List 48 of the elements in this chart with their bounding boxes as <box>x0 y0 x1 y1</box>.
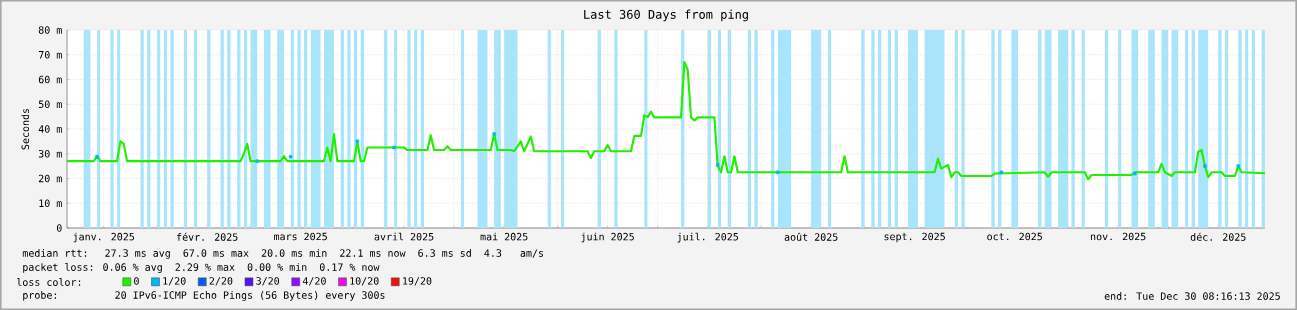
point <box>715 163 720 167</box>
point <box>776 170 780 175</box>
text: end: Tue Dec 30 08:16:13 2025 <box>1104 292 1280 300</box>
point <box>95 154 99 159</box>
legend-label: 1/20 <box>163 277 186 286</box>
text: probe: 20 IPv6-ICMP Echo Pings (56 Bytes) every 300s <box>23 291 385 301</box>
y-tick-label: 40 m <box>38 125 62 133</box>
point <box>255 159 259 163</box>
point <box>1133 171 1137 176</box>
x-tick-label: mai 2025 <box>480 232 528 241</box>
x-tick-label: oct. 2025 <box>987 232 1043 241</box>
point <box>392 145 396 150</box>
chart-title: Last 360 Days from ping <box>584 9 748 22</box>
x-tick-label: nov. 2025 <box>1091 232 1146 241</box>
legend-label: 0 <box>134 277 139 285</box>
legend-label: 10/20 <box>350 277 379 286</box>
point <box>1203 164 1207 168</box>
text: median rtt: 27.3 ms avg 67.0 ms max 20.0 ms min 22.1 ms now 6.3 ms sd 4.3 am/s <box>22 249 544 259</box>
point <box>288 154 293 159</box>
x-tick-label: août 2025 <box>784 232 838 241</box>
y-tick-label: 70 m <box>38 50 62 59</box>
y-axis-title: Seconds <box>21 108 30 150</box>
point <box>355 139 360 144</box>
x-tick-label: juil. 2025 <box>677 232 739 243</box>
legend-label: 4/20 <box>302 277 326 286</box>
legend-label: 3/20 <box>256 277 280 286</box>
y-tick-label: 60 m <box>38 75 62 84</box>
x-tick-label: janv. 2025 <box>73 232 135 243</box>
point <box>492 132 496 136</box>
x-tick-label: mars 2025 <box>274 232 327 241</box>
x-tick-label: juin 2025 <box>581 232 634 243</box>
text: packet loss: 0.06 % avg 2.29 % max 0.00 % min 0.17 % now <box>23 263 380 273</box>
legend-title: loss color: <box>17 278 81 286</box>
point <box>1236 164 1241 168</box>
y-tick-label: 0 <box>56 224 62 232</box>
y-tick-label: 80 m <box>38 26 62 34</box>
legend-label: 19/20 <box>403 277 432 286</box>
legend-label: 2/20 <box>209 277 233 286</box>
x-tick-label: déc. 2025 <box>1190 232 1246 241</box>
x-tick-label: févr. 2025 <box>177 232 238 241</box>
y-tick-label: 10 m <box>39 199 62 208</box>
point <box>999 170 1004 175</box>
y-tick-label: 50 m <box>38 100 62 109</box>
x-tick-label: sept. 2025 <box>884 232 945 243</box>
line-series <box>67 61 1265 181</box>
x-tick-label: avril 2025 <box>374 232 434 241</box>
y-tick-label: 20 m <box>38 174 62 183</box>
y-tick-label: 30 m <box>38 149 62 158</box>
